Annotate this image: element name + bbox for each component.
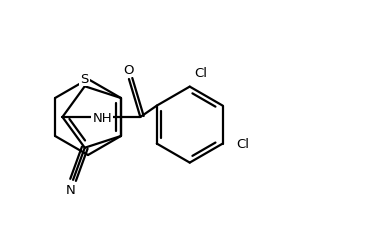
- Text: O: O: [124, 63, 134, 76]
- Text: NH: NH: [93, 111, 112, 124]
- Text: N: N: [66, 184, 76, 196]
- Text: Cl: Cl: [237, 137, 250, 150]
- Text: Cl: Cl: [195, 67, 208, 80]
- Text: S: S: [81, 72, 89, 85]
